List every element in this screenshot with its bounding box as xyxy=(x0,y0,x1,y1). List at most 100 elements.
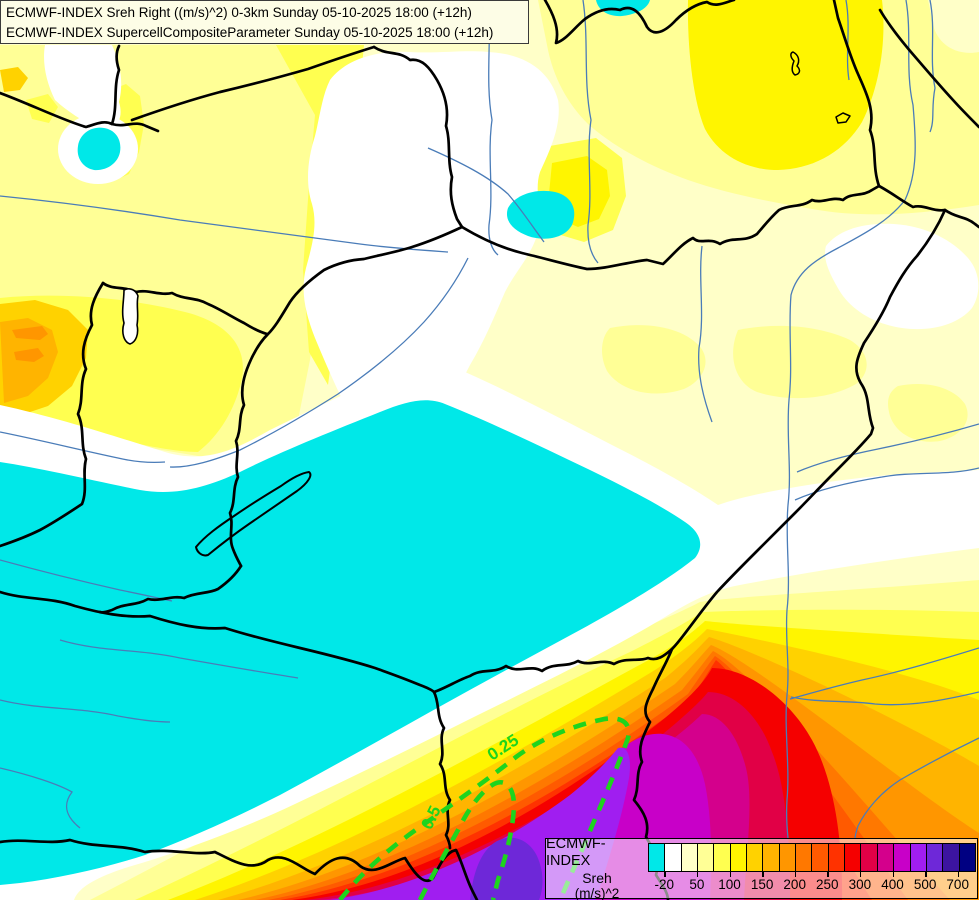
region-yellow-nw2 xyxy=(26,94,58,123)
legend-tick-mark xyxy=(957,872,960,877)
legend-tick-label: 150 xyxy=(750,877,774,892)
border-hr-ba xyxy=(0,838,479,900)
legend-tick-label: 250 xyxy=(816,877,839,892)
blob-dark-violet xyxy=(470,837,543,900)
border-hu-ua xyxy=(877,184,979,229)
border-sk-pl xyxy=(543,0,736,45)
river-e2 xyxy=(854,737,979,840)
border-at-si xyxy=(0,281,105,548)
legend-parameter: Sreh xyxy=(582,869,612,886)
border-hu-si xyxy=(98,564,243,614)
legend-tick-mark xyxy=(859,872,862,877)
cyan-regions xyxy=(0,0,701,885)
legend-tick-label: 50 xyxy=(689,877,705,892)
river-ne1 xyxy=(845,0,850,81)
rivers xyxy=(0,0,979,840)
legend-title: ECMWF-INDEX xyxy=(546,835,606,869)
river-vah xyxy=(487,0,499,256)
lake-sk xyxy=(790,51,801,76)
border-cz-at xyxy=(0,91,160,133)
legend-swatch xyxy=(698,844,715,871)
legend-swatch xyxy=(681,844,699,871)
river-koros2 xyxy=(796,423,979,473)
yellow-regions xyxy=(0,0,979,579)
river-hron xyxy=(582,0,599,264)
region-pale-ne-corner xyxy=(928,0,979,53)
cyan-patch-c xyxy=(506,190,575,239)
region-yellow-e1 xyxy=(733,325,867,399)
river-koros1 xyxy=(794,467,979,501)
river-tisza xyxy=(785,0,916,839)
river-sw3 xyxy=(0,767,81,829)
legend-tick-mark xyxy=(827,872,829,877)
legend-tick-mark xyxy=(892,872,894,877)
legend-swatch xyxy=(730,844,748,871)
region-yellow-e2 xyxy=(888,384,968,442)
river-w1 xyxy=(0,431,166,464)
legend-tick-label: 700 xyxy=(946,877,969,892)
legend-tick-label: 100 xyxy=(718,877,741,892)
title-line-2: ECMWF-INDEX SupercellCompositeParameter … xyxy=(6,25,494,40)
legend-swatch xyxy=(763,844,780,871)
river-sw1 xyxy=(59,639,299,679)
legend-tick-mark xyxy=(729,872,731,877)
legend-tick-label: 400 xyxy=(881,877,904,892)
border-hu-south xyxy=(0,590,674,694)
scp-contour-025 xyxy=(338,716,632,900)
river-ne2 xyxy=(929,0,936,133)
border-cz-sk xyxy=(130,45,376,122)
border-hu-ro xyxy=(670,208,947,651)
legend-swatch xyxy=(747,844,764,871)
border-hu-sk xyxy=(460,184,881,271)
cyan-patch-nw xyxy=(77,127,121,171)
legend-color-bar xyxy=(648,843,976,872)
cyan-band xyxy=(0,400,701,885)
lake-balaton xyxy=(195,471,312,557)
lakes xyxy=(121,51,851,557)
lake-tisza-to xyxy=(835,112,851,124)
border-sk-ua xyxy=(832,0,881,188)
legend-tick-mark xyxy=(696,872,699,877)
legend-swatch xyxy=(828,844,846,871)
legend-tick-mark xyxy=(925,872,927,877)
scp-contours xyxy=(338,716,632,900)
region-yellow-c xyxy=(601,325,706,394)
border-cz-n xyxy=(110,44,121,126)
legend-tick-label: 300 xyxy=(848,877,872,892)
title-line-1: ECMWF-INDEX Sreh Right ((m/s)^2) 0-3km S… xyxy=(6,5,472,20)
river-c1 xyxy=(427,147,545,243)
legend-swatch xyxy=(779,844,797,871)
title-box: ECMWF-INDEX Sreh Right ((m/s)^2) 0-3km S… xyxy=(0,0,529,44)
legend-swatch xyxy=(877,844,895,871)
legend-tick-label: -20 xyxy=(654,877,675,892)
river-danube-w xyxy=(0,195,449,253)
legend-swatch xyxy=(714,844,731,871)
region-bright-yellow-ne xyxy=(687,0,884,170)
region-orange-w2 xyxy=(14,348,44,362)
legend-tick-label: 500 xyxy=(913,877,937,892)
river-maros xyxy=(790,691,979,706)
legend-swatch xyxy=(959,844,975,871)
river-e1 xyxy=(789,647,979,700)
legend-tick-mark xyxy=(664,872,666,877)
border-ua-ne xyxy=(878,8,979,129)
river-mura xyxy=(0,559,173,602)
border-at-hu xyxy=(228,225,464,568)
region-gold-nw1 xyxy=(0,67,28,92)
river-raba xyxy=(169,257,469,468)
legend-text: ECMWF-INDEX Sreh (m/s)^2 xyxy=(546,835,648,900)
legend-swatch xyxy=(943,844,960,871)
legend-swatch xyxy=(845,844,862,871)
scp-contour-05 xyxy=(417,780,517,900)
legend-box: ECMWF-INDEX Sreh (m/s)^2 -20 50 100 150 200 2… xyxy=(545,835,978,900)
legend-swatch xyxy=(861,844,878,871)
legend-swatch xyxy=(894,844,911,871)
lake-neusiedl xyxy=(121,288,139,345)
legend-swatch xyxy=(812,844,829,871)
legend-tick-mark xyxy=(794,872,797,877)
legend-swatch xyxy=(649,844,666,871)
legend-swatch xyxy=(910,844,927,871)
legend-tick-mark xyxy=(762,872,764,877)
